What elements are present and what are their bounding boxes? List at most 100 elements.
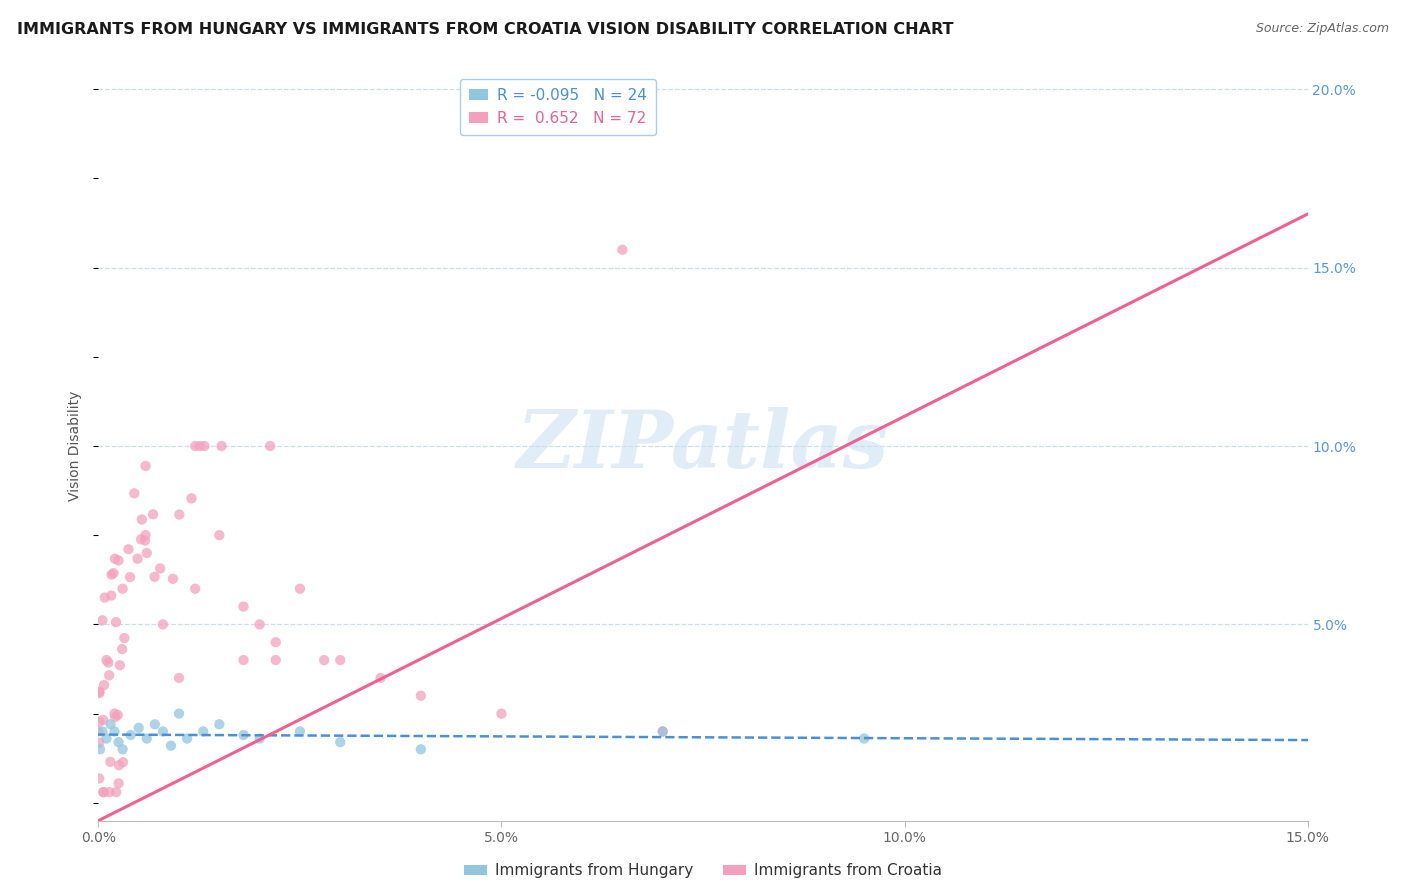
Point: [264, 653, 287, 667]
Point: [103, 724, 125, 739]
Point: [111, 642, 134, 657]
Point: [93, 785, 115, 799]
Point: [232, 728, 254, 742]
Point: [370, 671, 392, 685]
Point: [104, 551, 127, 566]
Y-axis label: Vision Disability: Vision Disability: [69, 391, 83, 501]
Point: [134, 533, 156, 548]
Point: [176, 731, 198, 746]
Point: [329, 735, 352, 749]
Point: [149, 561, 172, 575]
Point: [193, 724, 215, 739]
Point: [89, 772, 111, 786]
Point: [89, 684, 111, 698]
Point: [131, 512, 153, 526]
Point: [96, 653, 118, 667]
Point: [152, 617, 174, 632]
Point: [249, 617, 271, 632]
Point: [288, 582, 311, 596]
Point: [127, 551, 149, 566]
Point: [89, 714, 111, 729]
Point: [264, 635, 287, 649]
Point: [111, 582, 134, 596]
Text: Source: ZipAtlas.com: Source: ZipAtlas.com: [1256, 22, 1389, 36]
Point: [118, 570, 141, 584]
Point: [152, 724, 174, 739]
Legend: R = -0.095   N = 24, R =  0.652   N = 72: R = -0.095 N = 24, R = 0.652 N = 72: [460, 79, 655, 135]
Point: [167, 671, 190, 685]
Point: [211, 439, 233, 453]
Point: [188, 439, 211, 453]
Point: [184, 582, 207, 596]
Point: [329, 653, 352, 667]
Point: [612, 243, 634, 257]
Point: [409, 689, 432, 703]
Point: [107, 553, 129, 567]
Point: [135, 546, 157, 560]
Point: [89, 742, 111, 756]
Text: IMMIGRANTS FROM HUNGARY VS IMMIGRANTS FROM CROATIA VISION DISABILITY CORRELATION: IMMIGRANTS FROM HUNGARY VS IMMIGRANTS FR…: [17, 22, 953, 37]
Point: [100, 755, 122, 769]
Point: [167, 706, 190, 721]
Point: [259, 439, 281, 453]
Point: [93, 591, 115, 605]
Point: [108, 758, 131, 772]
Point: [104, 615, 127, 630]
Point: [93, 678, 115, 692]
Point: [135, 731, 157, 746]
Point: [120, 728, 142, 742]
Point: [117, 542, 139, 557]
Point: [314, 653, 336, 667]
Point: [651, 724, 673, 739]
Point: [98, 785, 121, 799]
Point: [100, 589, 122, 603]
Point: [853, 731, 876, 746]
Point: [108, 658, 131, 673]
Point: [124, 486, 146, 500]
Point: [107, 708, 129, 723]
Point: [134, 528, 156, 542]
Point: [143, 570, 166, 584]
Point: [97, 656, 120, 670]
Text: ZIPatlas: ZIPatlas: [517, 408, 889, 484]
Point: [103, 706, 125, 721]
Point: [160, 739, 183, 753]
Point: [651, 724, 673, 739]
Point: [89, 686, 111, 700]
Point: [89, 736, 111, 750]
Point: [232, 599, 254, 614]
Point: [128, 721, 150, 735]
Point: [96, 731, 118, 746]
Point: [193, 439, 215, 453]
Point: [91, 713, 114, 727]
Point: [105, 785, 128, 799]
Point: [91, 613, 114, 627]
Point: [491, 706, 513, 721]
Point: [91, 785, 114, 799]
Point: [232, 653, 254, 667]
Point: [111, 756, 134, 770]
Point: [100, 717, 122, 731]
Point: [91, 724, 114, 739]
Point: [142, 508, 165, 522]
Point: [135, 458, 157, 473]
Point: [184, 439, 207, 453]
Point: [208, 717, 231, 731]
Point: [103, 566, 125, 581]
Point: [162, 572, 184, 586]
Point: [180, 491, 202, 506]
Point: [169, 508, 191, 522]
Point: [249, 731, 271, 746]
Point: [87, 724, 110, 739]
Point: [129, 533, 152, 547]
Point: [100, 567, 122, 582]
Point: [104, 710, 127, 724]
Point: [288, 724, 311, 739]
Point: [208, 528, 231, 542]
Point: [143, 717, 166, 731]
Point: [107, 735, 129, 749]
Point: [409, 742, 432, 756]
Point: [107, 776, 129, 790]
Point: [112, 631, 135, 645]
Point: [111, 742, 134, 756]
